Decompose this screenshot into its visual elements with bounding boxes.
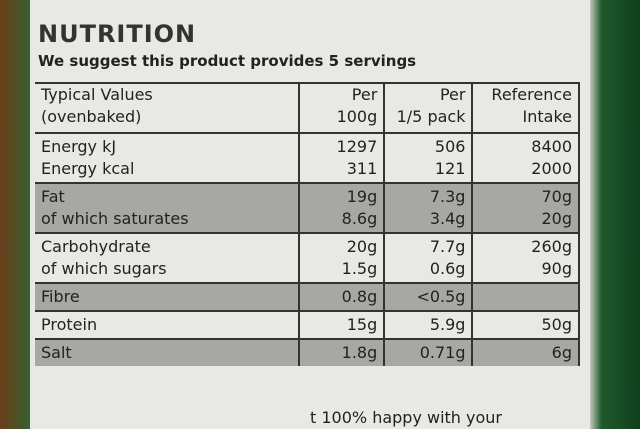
cell: 5.9g [383, 311, 474, 339]
cell: Salt [35, 339, 301, 366]
row-group: Protein 15g 5.9g 50g [35, 311, 580, 339]
cell: Carbohydrate of which sugars [35, 233, 301, 283]
nutrition-table: Typical Values (ovenbaked) Per 100g Per 1/5 p… [35, 82, 580, 366]
cell-text: 8.6g [341, 209, 378, 228]
cell-text: <0.5g [416, 287, 466, 306]
header-cell: Per 1/5 pack [383, 83, 474, 133]
row-group: Fibre 0.8g <0.5g [35, 283, 580, 311]
cell: 1297 311 [298, 133, 386, 183]
cell: 8400 2000 [471, 133, 580, 183]
cell-text: 121 [434, 159, 466, 178]
header-row: Typical Values (ovenbaked) Per 100g Per 1/5 p… [35, 83, 580, 133]
cell-text: Fibre [41, 287, 80, 306]
cell: Energy kJ Energy kcal [35, 133, 301, 183]
cell: <0.5g [383, 283, 474, 311]
cell-text: 5.9g [429, 315, 466, 334]
cell-text: 7.3g [429, 187, 466, 206]
cell: Protein [35, 311, 301, 339]
cell-text: Carbohydrate [41, 237, 151, 256]
cell-text: 1297 [336, 137, 378, 156]
footer-text: t 100% happy with your [310, 408, 503, 427]
cell: 260g 90g [471, 233, 580, 283]
cell-text: 20g [346, 237, 378, 256]
label: NUTRITION We suggest this product provid… [30, 0, 590, 429]
header-text: Per [439, 85, 466, 104]
cell-text: 0.71g [419, 343, 466, 362]
cell-text: 19g [346, 187, 378, 206]
cell-text: of which sugars [41, 259, 167, 278]
cell: Fat of which saturates [35, 183, 301, 233]
cell: 50g [471, 311, 580, 339]
cell-text: 15g [346, 315, 378, 334]
header-text: (ovenbaked) [41, 107, 142, 126]
header-cell: Typical Values (ovenbaked) [35, 83, 301, 133]
cell-text: 0.8g [341, 287, 378, 306]
cell [471, 283, 580, 311]
cell-text: 2000 [531, 159, 572, 178]
row-group: Fat of which saturates 19g 8.6g 7.3g 3.4g 70g 2… [35, 183, 580, 233]
cell: 506 121 [383, 133, 474, 183]
cell: 1.8g [298, 339, 386, 366]
header-cell: Per 100g [298, 83, 386, 133]
cell-text: Protein [41, 315, 98, 334]
header-text: Per [351, 85, 378, 104]
cell: 7.7g 0.6g [383, 233, 474, 283]
cell-text: 50g [541, 315, 572, 334]
row-group: Carbohydrate of which sugars 20g 1.5g 7.7g 0.… [35, 233, 580, 283]
cell-text: 70g [541, 187, 572, 206]
cell: 0.8g [298, 283, 386, 311]
cell-text: 90g [541, 259, 572, 278]
cell: 70g 20g [471, 183, 580, 233]
cell-text: 311 [346, 159, 378, 178]
title: NUTRITION [38, 20, 197, 48]
cell-text: 6g [551, 343, 572, 362]
cell: 6g [471, 339, 580, 366]
cell: 20g 1.5g [298, 233, 386, 283]
cell: 7.3g 3.4g [383, 183, 474, 233]
cell-text: Salt [41, 343, 72, 362]
cell-text: 0.6g [429, 259, 466, 278]
cell-text: 260g [531, 237, 572, 256]
cell-text: 8400 [531, 137, 572, 156]
header-text: Intake [522, 107, 572, 126]
cell-text: Energy kJ [41, 137, 117, 156]
cell-text: 3.4g [429, 209, 466, 228]
cell: 0.71g [383, 339, 474, 366]
cell-text: 1.5g [341, 259, 378, 278]
cell-text: 1.8g [341, 343, 378, 362]
cell: 15g [298, 311, 386, 339]
cell-text: Fat [41, 187, 65, 206]
cell-text: 20g [541, 209, 572, 228]
header-text: Reference [491, 85, 572, 104]
cell: 19g 8.6g [298, 183, 386, 233]
header-text: 100g [336, 107, 378, 126]
cell: Fibre [35, 283, 301, 311]
cell-text: 506 [434, 137, 466, 156]
header-cell: Reference Intake [471, 83, 580, 133]
row-group: Salt 1.8g 0.71g 6g [35, 339, 580, 366]
header-text: 1/5 pack [396, 107, 466, 126]
row-group: Energy kJ Energy kcal 1297 311 506 121 8400 200… [35, 133, 580, 183]
subtitle: We suggest this product provides 5 servi… [38, 52, 417, 70]
cell-text: 7.7g [429, 237, 466, 256]
cell-text: Energy kcal [41, 159, 135, 178]
header-text: Typical Values [41, 85, 153, 104]
cell-text [479, 286, 572, 308]
cell-text: of which saturates [41, 209, 189, 228]
